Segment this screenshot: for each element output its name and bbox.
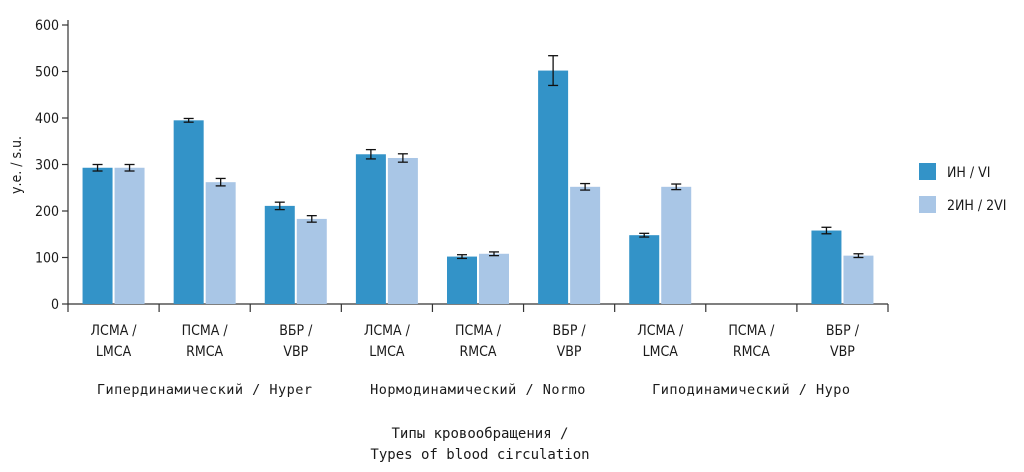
category-label-line1: ЛСМА / xyxy=(364,323,411,339)
y-tick-label: 200 xyxy=(35,204,59,220)
bar-series1-2 xyxy=(264,205,295,304)
bar-series2-4 xyxy=(479,253,509,304)
category-label-line2: LMCA xyxy=(96,344,132,360)
y-tick-label: 100 xyxy=(35,251,59,267)
x-axis-label-line1: Типы кровообращения / xyxy=(391,426,568,442)
category-label-line2: VBP xyxy=(283,344,308,360)
bar-series2-6 xyxy=(661,186,692,304)
bar-series2-0 xyxy=(114,167,145,304)
y-tick-label: 0 xyxy=(51,297,59,313)
bar-series1-3 xyxy=(355,154,386,304)
bar-series2-5 xyxy=(570,186,601,304)
bar-series1-4 xyxy=(447,256,477,304)
category-label-line2: LMCA xyxy=(369,344,405,360)
bar-series1-8 xyxy=(811,230,842,304)
category-label-line1: ЛСМА / xyxy=(637,323,684,339)
category-label-line2: VBP xyxy=(830,344,855,360)
legend-swatch-series2 xyxy=(919,196,936,213)
legend-label-series1: ИН / VI xyxy=(947,165,990,181)
plot-area: 0 100 200 300 400 500 600 ЛСМА / LMCA ПСМА / RMCA В… xyxy=(35,18,1007,398)
bar-series1-6 xyxy=(629,235,660,304)
y-tick-label: 600 xyxy=(35,18,59,34)
category-label-line2: RMCA xyxy=(186,344,223,360)
bar-series2-3 xyxy=(387,157,418,304)
bar-series2-2 xyxy=(296,218,327,304)
group-label: Гипердинамический / Hyper xyxy=(97,382,313,398)
legend-swatch-series1 xyxy=(919,163,936,180)
category-label-line1: ВБР / xyxy=(826,323,860,339)
category-label-line2: RMCA xyxy=(733,344,770,360)
bar-series2-1 xyxy=(205,182,236,304)
category-label-line2: LMCA xyxy=(643,344,679,360)
group-label: Гиподинамический / Hypo xyxy=(652,382,850,398)
category-label-line1: ПСМА / xyxy=(182,323,229,339)
x-axis-label-line2: Types of blood circulation xyxy=(370,447,589,463)
y-tick-label: 500 xyxy=(35,65,59,81)
y-axis-label: у.е. / s.u. xyxy=(9,136,25,194)
bar-series2-8 xyxy=(843,255,874,304)
category-label-line1: ВБР / xyxy=(279,323,313,339)
category-label-line2: RMCA xyxy=(459,344,496,360)
legend-label-series2: 2ИН / 2VI xyxy=(947,198,1007,214)
category-label-line1: ПСМА / xyxy=(728,323,775,339)
bar-series1-0 xyxy=(82,167,113,304)
category-label-line1: ВБР / xyxy=(553,323,587,339)
category-label-line2: VBP xyxy=(557,344,582,360)
y-tick-label: 300 xyxy=(35,158,59,174)
bar-series1-1 xyxy=(173,120,204,304)
group-label: Нормодинамический / Normo xyxy=(370,382,586,398)
y-tick-label: 400 xyxy=(35,111,59,127)
bar-series1-5 xyxy=(538,70,569,304)
category-label-line1: ЛСМА / xyxy=(91,323,138,339)
category-label-line1: ПСМА / xyxy=(455,323,502,339)
